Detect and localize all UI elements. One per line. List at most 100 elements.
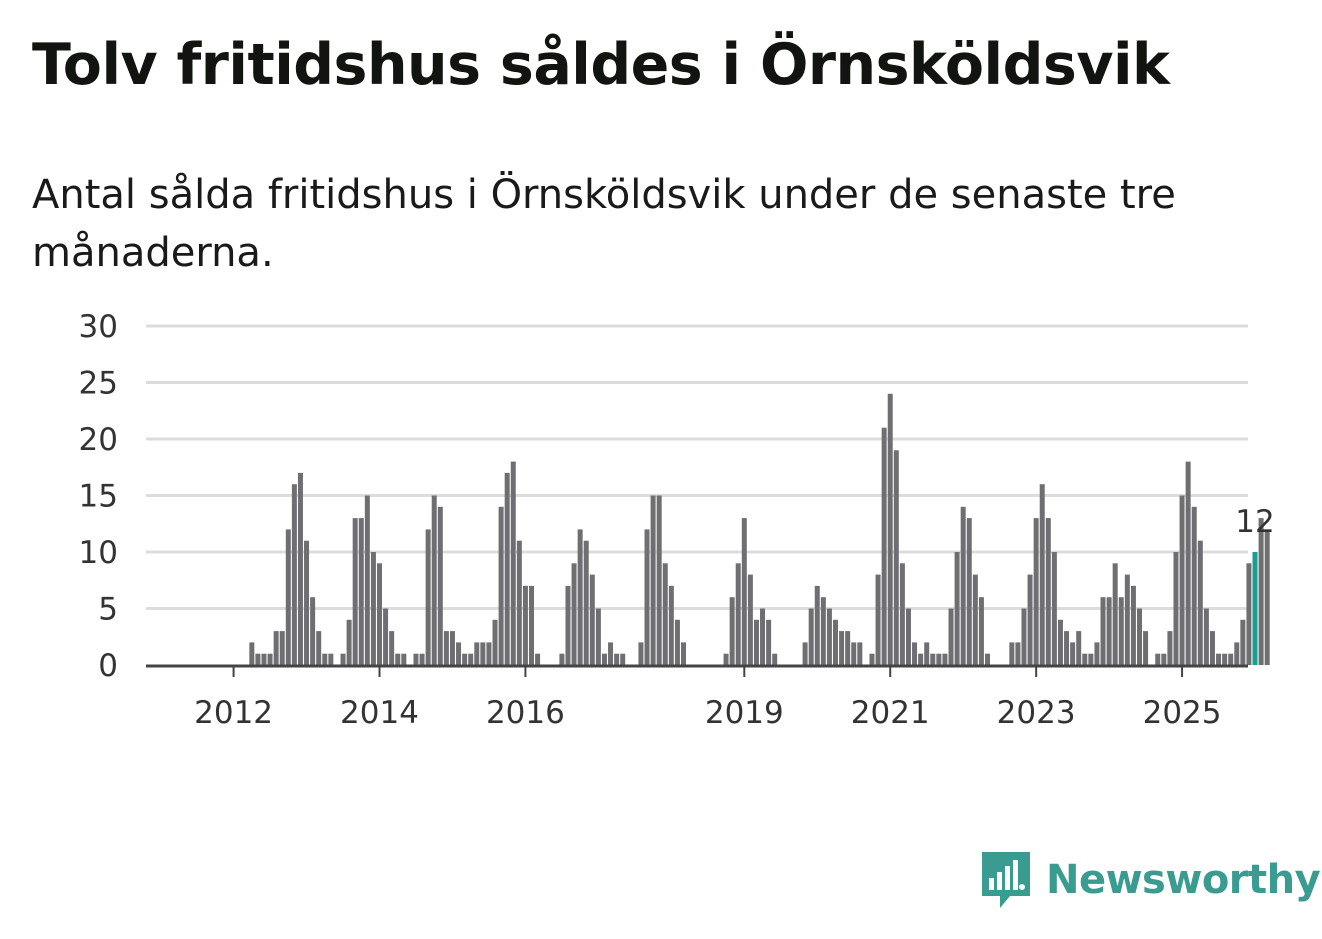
bar: [1197, 540, 1203, 665]
bar: [1179, 495, 1185, 665]
bar: [328, 653, 334, 665]
bar: [437, 506, 443, 665]
bar: [1143, 631, 1149, 665]
bar: [1009, 642, 1015, 665]
bar: [1209, 631, 1215, 665]
bar: [747, 574, 753, 665]
bar: [1064, 631, 1070, 665]
bar: [522, 585, 528, 665]
bar: [741, 518, 747, 665]
bar: [875, 574, 881, 665]
bar: [918, 653, 924, 665]
bar: [474, 642, 480, 665]
bar: [723, 653, 729, 665]
bar: [352, 518, 358, 665]
bar: [1240, 619, 1246, 665]
bar-highlight: [1252, 552, 1258, 665]
bar: [1234, 642, 1240, 665]
bar: [766, 619, 772, 665]
bar: [322, 653, 328, 665]
bar: [285, 529, 291, 665]
bar: [1051, 552, 1057, 665]
y-tick-label: 0: [98, 648, 118, 684]
bar: [279, 631, 285, 665]
bar: [1161, 653, 1167, 665]
bar: [431, 495, 437, 665]
bar: [893, 450, 899, 665]
y-tick-label: 20: [79, 422, 118, 458]
bar: [936, 653, 942, 665]
bar: [480, 642, 486, 665]
bar: [668, 585, 674, 665]
y-tick-label: 30: [79, 309, 118, 345]
bar: [377, 563, 382, 665]
bar: [839, 631, 845, 665]
bar: [638, 642, 644, 665]
bar: [814, 585, 820, 665]
bar: [601, 653, 607, 665]
bar: [486, 642, 492, 665]
bar: [620, 653, 626, 665]
bar: [954, 552, 960, 665]
bar: [1015, 642, 1021, 665]
bar: [291, 484, 297, 665]
bar: [316, 631, 322, 665]
bar: [413, 653, 419, 665]
y-tick-label: 25: [79, 366, 118, 402]
x-axis: [146, 664, 1248, 677]
bar: [1076, 631, 1082, 665]
bar: [504, 472, 510, 665]
bar: [1070, 642, 1076, 665]
bar: [681, 642, 686, 665]
bar: [401, 653, 407, 665]
bar: [425, 529, 431, 665]
bar: [340, 653, 346, 665]
bar: [833, 619, 838, 665]
bar: [899, 563, 905, 665]
bar: [449, 631, 455, 665]
bar: [1100, 597, 1106, 665]
bar: [516, 540, 522, 665]
bar: [535, 653, 541, 665]
bar: [358, 518, 364, 665]
bar: [595, 608, 601, 665]
x-tick-label: 2023: [997, 695, 1076, 731]
bar: [1185, 461, 1191, 665]
bar: [924, 642, 930, 665]
bar: [948, 608, 954, 665]
x-tick-label: 2021: [851, 695, 930, 731]
bar: [1258, 518, 1264, 665]
y-tick-label: 10: [79, 535, 118, 571]
bar: [608, 642, 614, 665]
bar: [966, 518, 972, 665]
bar: [583, 540, 589, 665]
bar: [1167, 631, 1173, 665]
value-annotation: 12: [1235, 504, 1274, 540]
bar: [753, 619, 759, 665]
bar: [1264, 529, 1270, 665]
bar: [1027, 574, 1033, 665]
bar: [1222, 653, 1228, 665]
bar: [468, 653, 474, 665]
bar: [1045, 518, 1051, 665]
bar: [577, 529, 583, 665]
bar: [905, 608, 911, 665]
bar: [845, 631, 851, 665]
bar: [887, 393, 893, 665]
bar: [261, 653, 267, 665]
newsworthy-brand: Newsworthy: [980, 850, 1321, 910]
bar: [1118, 597, 1124, 665]
bar: [960, 506, 966, 665]
bar: [656, 495, 662, 665]
y-grid: [146, 324, 1248, 610]
bar: [972, 574, 978, 665]
x-tick-label: 2019: [705, 695, 784, 731]
bar: [383, 608, 389, 665]
bar: [370, 552, 376, 665]
bar: [492, 619, 498, 665]
bar: [1039, 484, 1045, 665]
bar: [802, 642, 808, 665]
bar: [650, 495, 656, 665]
